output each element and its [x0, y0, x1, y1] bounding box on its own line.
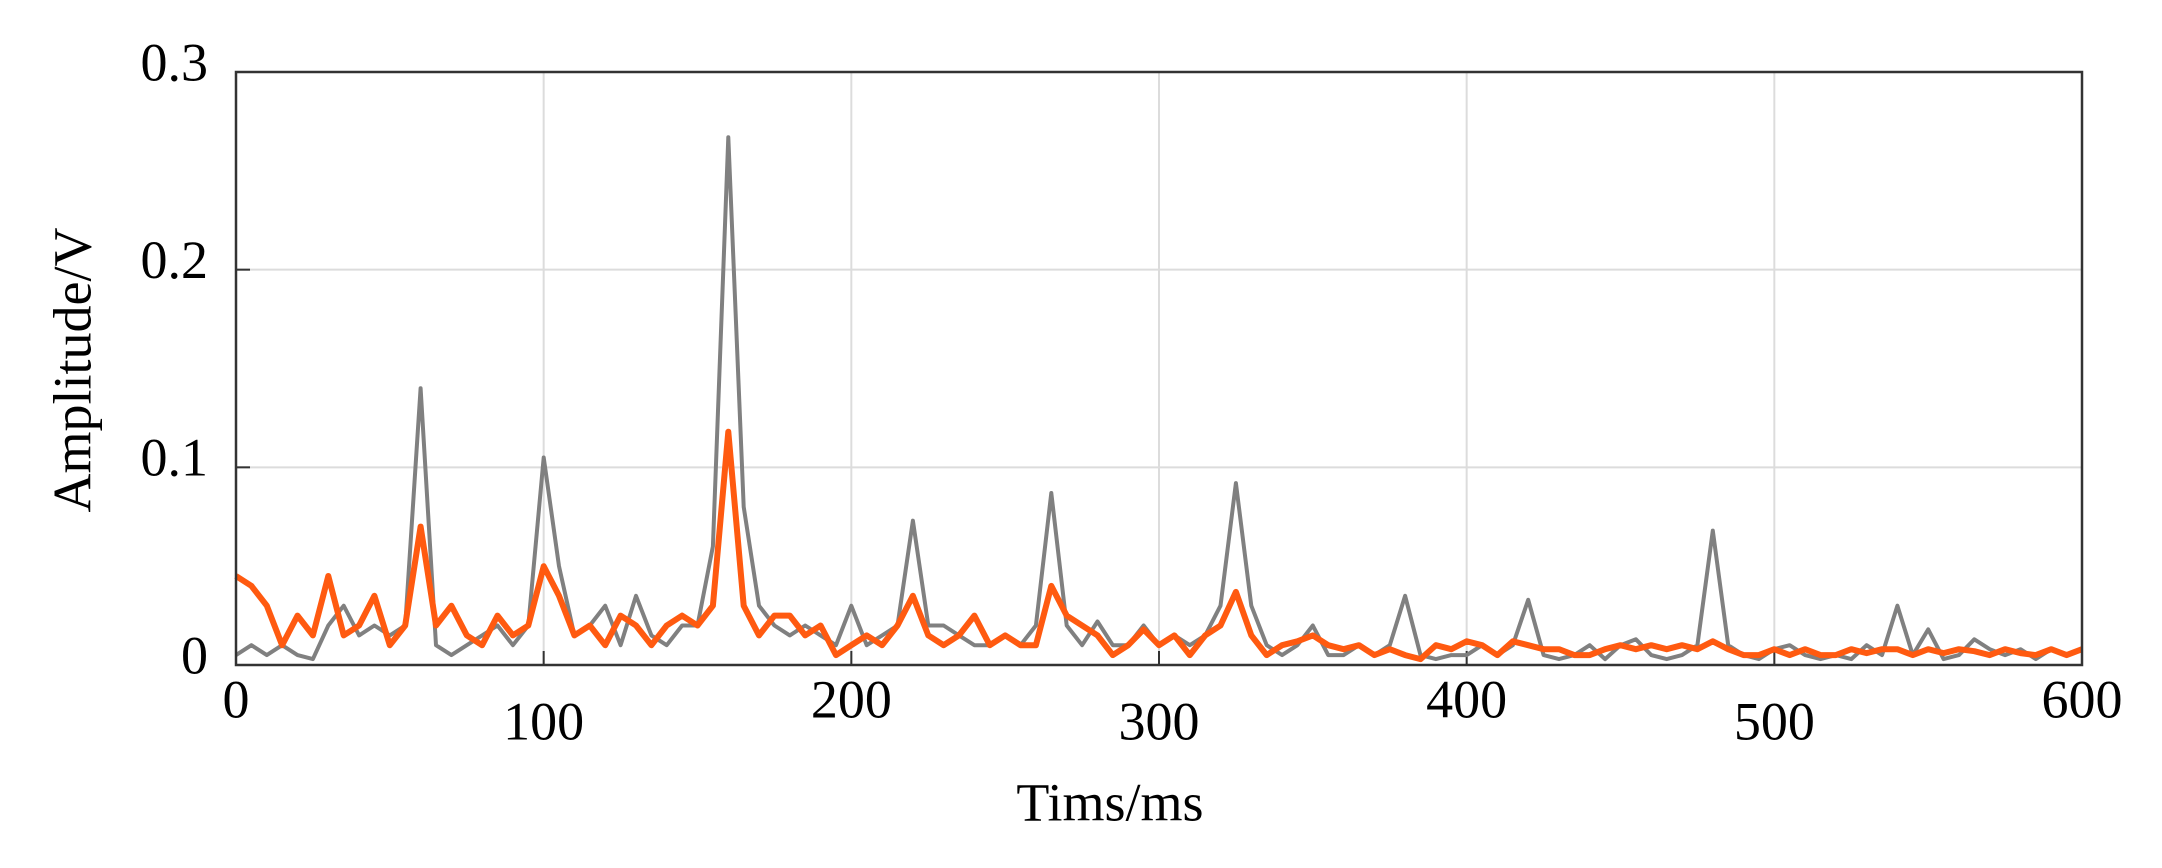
- x-tick-label: 400: [1426, 669, 1507, 729]
- y-tick-label: 0.3: [141, 32, 209, 92]
- y-tick-label: 0.2: [141, 230, 209, 290]
- y-tick-label: 0.1: [141, 428, 209, 488]
- x-axis-label: Tims/ms: [1016, 772, 1203, 832]
- x-tick-label: 600: [2042, 669, 2123, 729]
- plot-frame: [234, 70, 2084, 667]
- x-tick-label: 0: [223, 669, 250, 729]
- line-series: [234, 428, 2084, 663]
- x-tick-label: 500: [1734, 691, 1815, 751]
- x-tick-label: 200: [811, 669, 892, 729]
- y-axis-label: Amplitude/V: [42, 228, 102, 513]
- x-tick-label: 300: [1119, 691, 1200, 751]
- y-tick-label: 0: [181, 625, 208, 685]
- x-tick-label: 100: [503, 691, 584, 751]
